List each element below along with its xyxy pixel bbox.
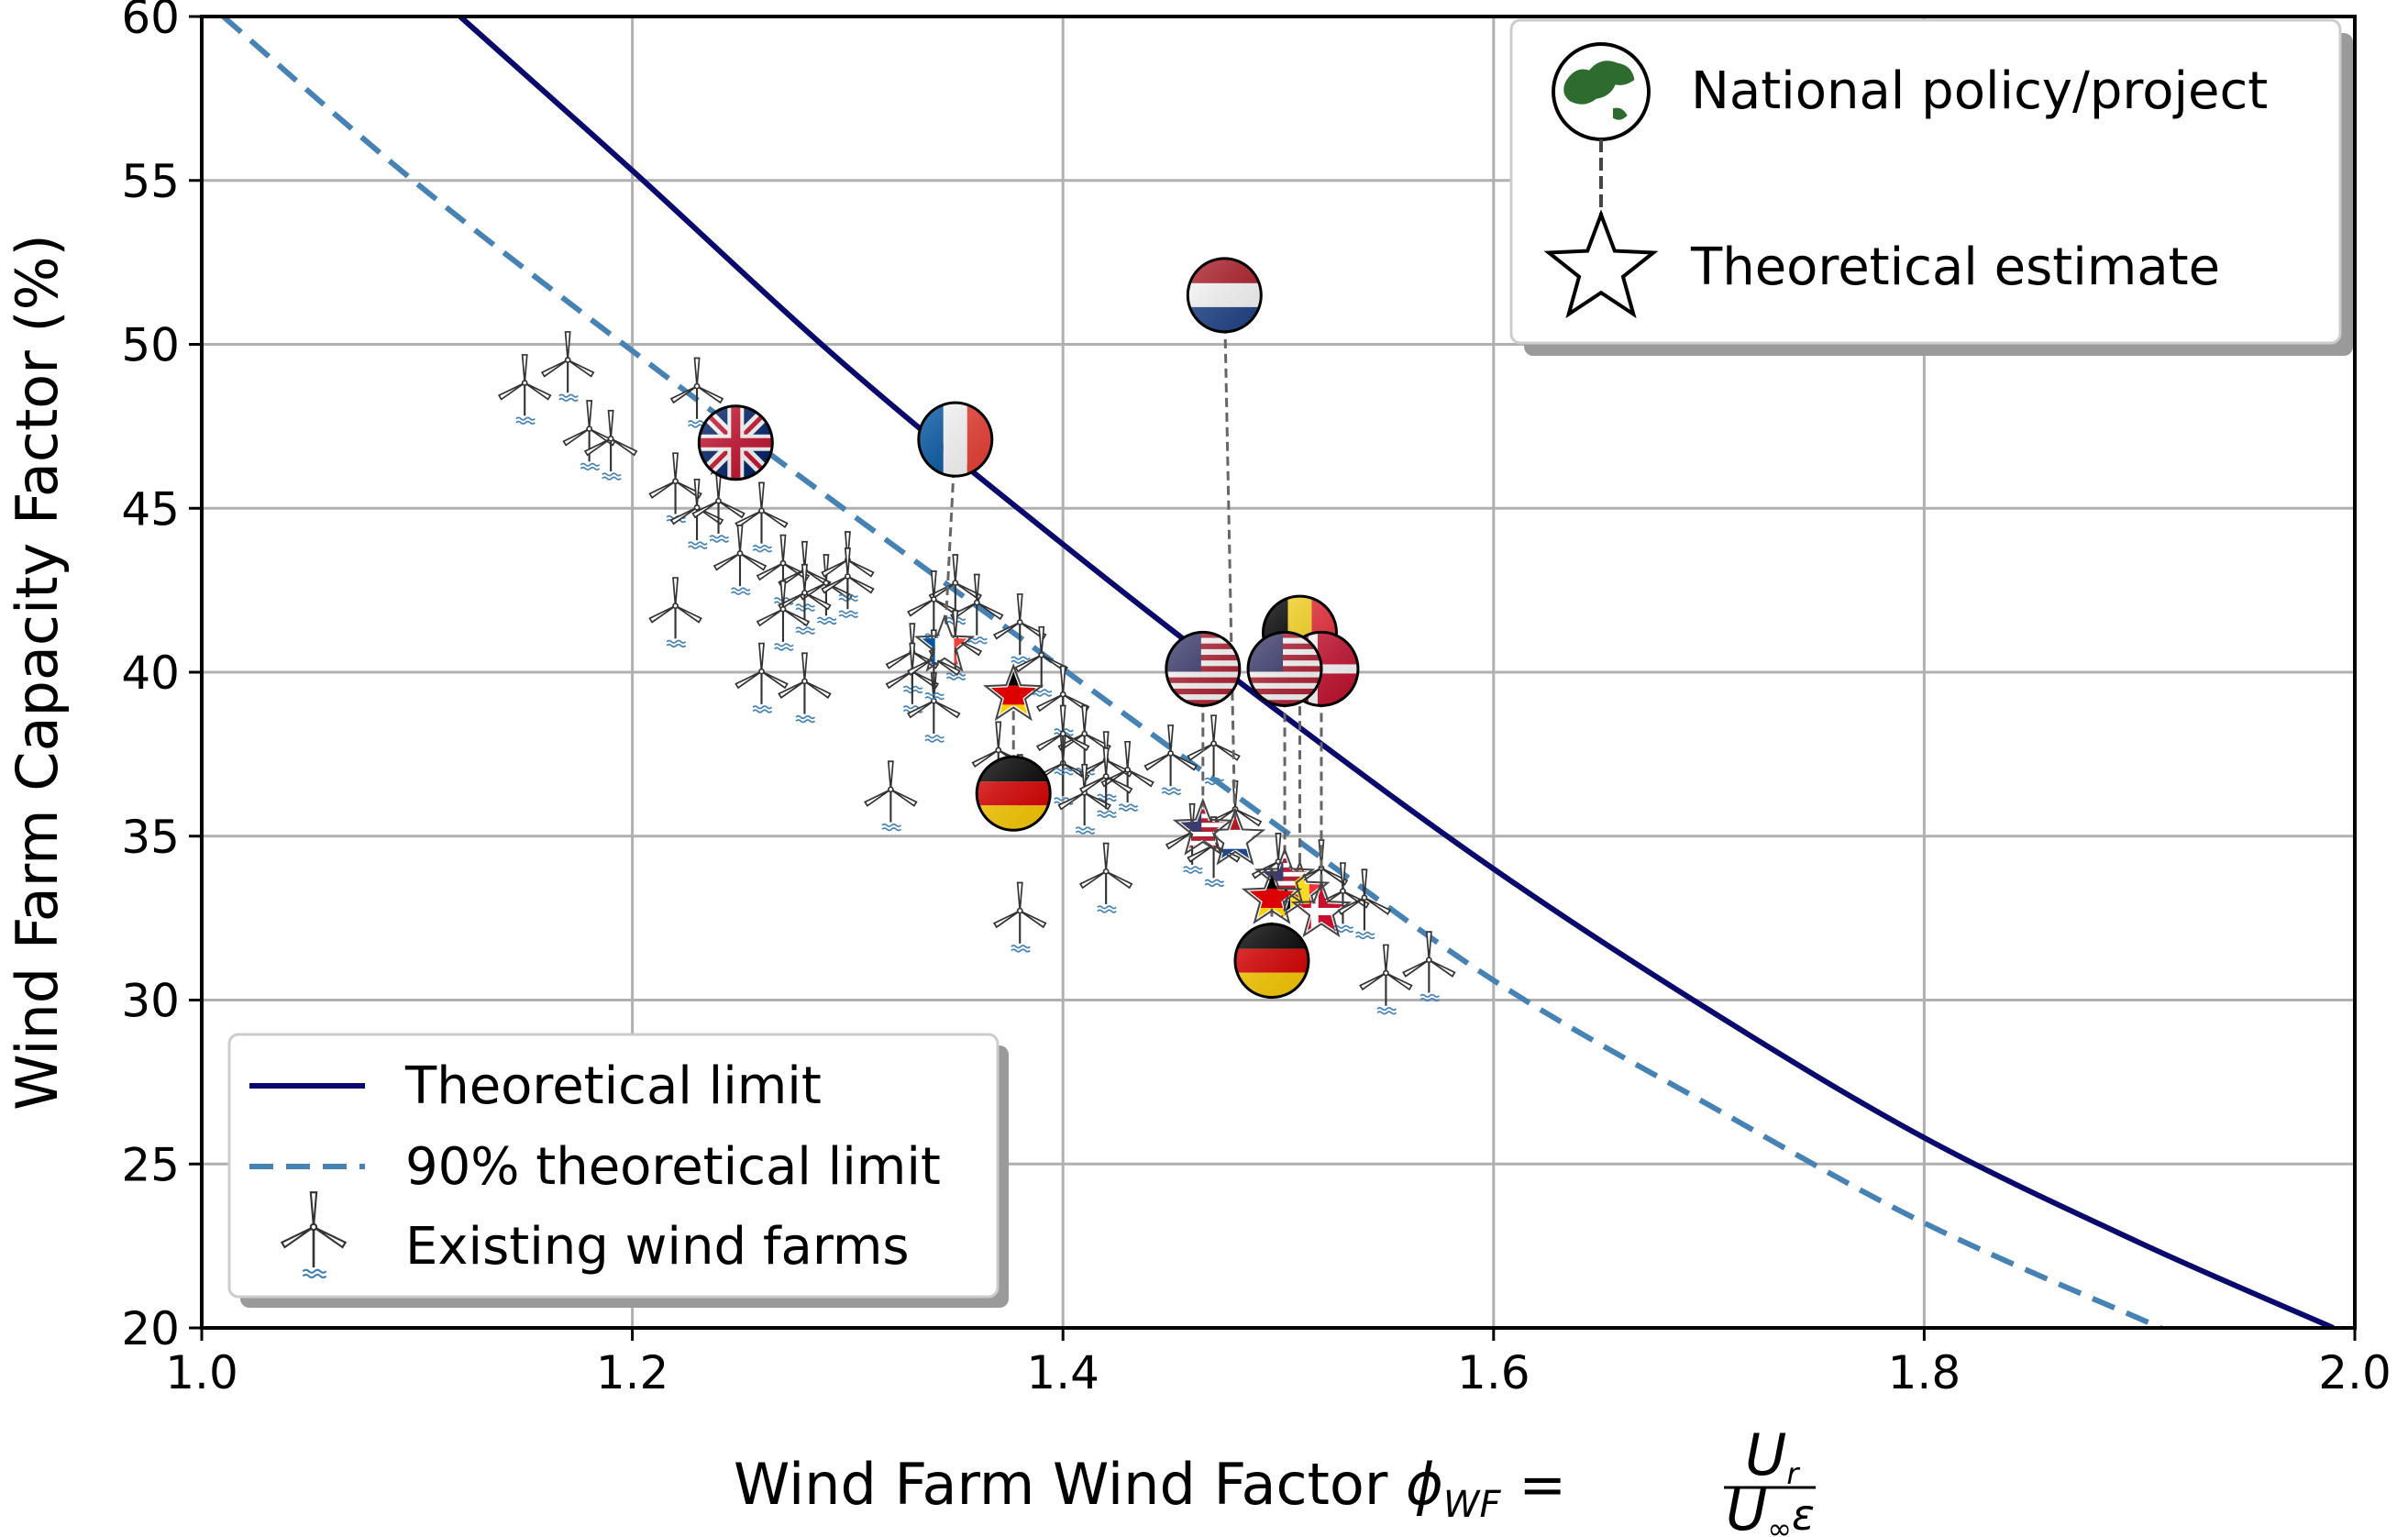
wind-farm-19 [778, 652, 832, 724]
policy-flag-de-7 [975, 755, 1052, 832]
x-axis-label: Wind Farm Wind Factor ϕWF = [734, 1451, 1566, 1526]
y-tick-label-6: 50 [121, 319, 180, 372]
policy-flag-de-8 [1233, 923, 1310, 1000]
wind-farm-17 [648, 576, 702, 648]
x-tick-label-4: 1.8 [1888, 1346, 1961, 1399]
x-tick-label-2: 1.4 [1026, 1346, 1099, 1399]
estimate-star-fr-1 [913, 614, 976, 672]
policy-flag-uk-2 [699, 406, 772, 480]
connector-nl-0 [1222, 294, 1237, 840]
estimate-star-us-5 [1172, 797, 1233, 856]
wind-farm-5 [648, 452, 702, 524]
policy-flag-nl-0 [1186, 257, 1263, 334]
wind-farm-8 [735, 481, 789, 553]
y-tick-label-7: 55 [121, 155, 180, 208]
legend-estimate-label: Theoretical estimate [1690, 238, 2220, 297]
y-tick-label-8: 60 [121, 0, 180, 44]
y-tick-label-2: 30 [121, 975, 180, 1028]
y-tick-label-0: 20 [121, 1302, 180, 1355]
policy-flag-fr-1 [917, 401, 994, 478]
wind-farm-15 [756, 580, 811, 651]
legend-policy-icon [1552, 42, 1651, 141]
legend-policy-label: National policy/project [1691, 61, 2268, 121]
wind-farm-35 [1100, 740, 1154, 813]
legend-estimate-icon [1543, 209, 1659, 319]
estimate-star-de-7 [983, 663, 1044, 722]
legend-lower-left: Theoretical limit 90% theoretical limit … [227, 1033, 1009, 1308]
wind-farm-2 [562, 399, 616, 471]
wind-farm-53 [993, 881, 1047, 953]
y-tick-label-4: 40 [121, 647, 180, 700]
x-tick-label-5: 2.0 [2318, 1346, 2391, 1399]
x-tick-label-1: 1.2 [596, 1346, 669, 1399]
x-axis-ticks: 1.0 1.2 1.4 1.6 1.8 2.0 [165, 1328, 2391, 1399]
wind-farm-1 [541, 330, 595, 403]
legend-existing-wind-farms-label: Existing wind farms [405, 1217, 910, 1277]
wind-farm-37 [1036, 704, 1090, 776]
svg-text:U∞ε: U∞ε [1726, 1476, 1815, 1537]
x-tick-label-3: 1.6 [1457, 1346, 1530, 1399]
90-percent-theoretical-limit-line [221, 17, 2162, 1328]
legend-theoretical-limit-label: Theoretical limit [404, 1056, 822, 1116]
y-tick-label-3: 35 [121, 811, 180, 864]
wind-farm-51 [1402, 931, 1456, 1002]
wind-farm-18 [735, 642, 789, 713]
estimate-star-de-8 [1241, 866, 1303, 924]
wind-farm-3 [584, 409, 638, 481]
legend-90-limit-label: 90% theoretical limit [405, 1137, 941, 1197]
national-policies [699, 257, 1360, 1000]
policy-connectors [728, 294, 1323, 961]
y-axis-ticks: 20 25 30 35 40 45 50 55 60 [121, 0, 202, 1355]
wind-farm-39 [864, 760, 918, 832]
theoretical-limit-line [458, 17, 2335, 1328]
policy-flag-us-6 [1246, 630, 1323, 707]
wind-farm-50 [1359, 944, 1413, 1015]
policy-flag-us-5 [1165, 630, 1242, 707]
x-axis-label-fraction: Ur U∞ε [1724, 1421, 1816, 1537]
wind-farm-52 [1079, 842, 1133, 913]
wind-farm-0 [498, 353, 552, 426]
y-axis-label: Wind Farm Capacity Factor (%) [4, 234, 71, 1110]
x-tick-label-0: 1.0 [165, 1346, 238, 1399]
legend-upper-right: National policy/project Theoretical esti… [1509, 18, 2353, 356]
y-tick-label-5: 45 [121, 482, 180, 536]
svg-text:Ur: Ur [1745, 1421, 1800, 1491]
y-tick-label-1: 25 [121, 1138, 180, 1191]
